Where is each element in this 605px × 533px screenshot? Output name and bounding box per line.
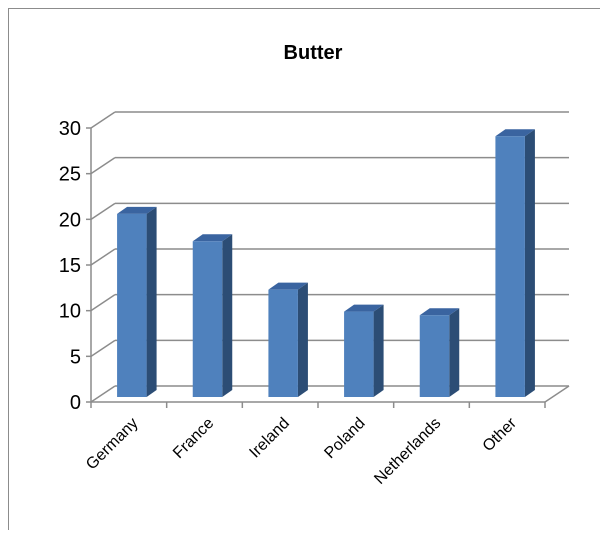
x-category-label: France [170,415,217,462]
bar-top [419,308,460,316]
bar-side [146,206,157,397]
bar-poland [344,304,384,397]
bar-front [419,315,450,397]
gridline-side [90,294,116,312]
y-tick-label: 0 [70,392,81,414]
bar-front [117,213,147,397]
y-tick-label: 20 [59,209,81,231]
bar-france [192,234,233,397]
bar-germany [117,206,157,397]
y-tick-label: 5 [70,346,81,368]
bar-side [524,129,535,397]
gridline-side [90,339,116,357]
bar-side [297,282,308,397]
bar-top [117,206,157,214]
bar-top [192,234,233,242]
bar-netherlands [419,308,460,397]
bar-front [344,311,374,397]
bar-front [495,136,525,397]
gridline-side [90,385,116,403]
x-category-label: Netherlands [371,415,444,488]
gridline-side [90,202,116,220]
bar-top [344,304,384,312]
bar-top [268,282,308,290]
bar-other [495,129,535,397]
x-category-label: Other [480,414,521,455]
y-tick-label: 10 [59,301,81,323]
y-axis-ticks: 0 5 10 15 20 25 30 [59,118,81,414]
y-tick-label: 25 [59,164,81,186]
y-tick-label: 15 [59,255,81,277]
bar-ireland [268,282,308,397]
bar-side [222,234,233,397]
chart-title: Butter [284,42,343,64]
floor-edge [544,385,570,403]
x-category-label: Germany [83,415,142,474]
x-category-label: Poland [321,415,368,462]
bar-side [373,304,384,397]
grid-layer [86,111,570,408]
bar-top [495,129,535,137]
bar-front [192,241,223,397]
x-axis-labels: Germany France Ireland Poland Netherlands Oth… [83,414,520,488]
y-tick-label: 30 [59,118,81,140]
x-category-label: Ireland [246,415,293,462]
bar-side [449,308,460,397]
gridline-side [90,248,116,266]
bar-front [268,289,298,397]
bars [117,129,535,397]
gridline-side [90,157,116,175]
gridline-side [90,111,116,129]
